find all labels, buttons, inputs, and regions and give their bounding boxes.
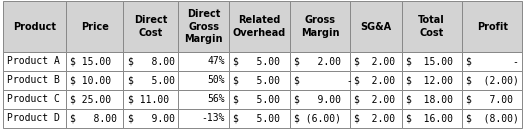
Bar: [290, 109, 350, 128]
Text: $  2.00: $ 2.00: [354, 113, 395, 123]
Bar: [3, 90, 66, 109]
Bar: [123, 52, 178, 71]
Text: $  18.00: $ 18.00: [406, 94, 453, 104]
Text: Product C: Product C: [7, 94, 60, 104]
Bar: [290, 90, 350, 109]
Text: $   5.00: $ 5.00: [234, 113, 280, 123]
Text: $ 15.00: $ 15.00: [70, 56, 111, 66]
Bar: [350, 1, 402, 52]
Text: -13%: -13%: [202, 113, 225, 123]
Text: $  (2.00): $ (2.00): [466, 75, 519, 85]
Bar: [66, 109, 123, 128]
Bar: [3, 1, 66, 52]
Bar: [3, 71, 66, 90]
Bar: [123, 90, 178, 109]
Bar: [290, 52, 350, 71]
Bar: [290, 71, 350, 90]
Bar: [123, 1, 178, 52]
Text: Product: Product: [13, 22, 56, 32]
Text: $   9.00: $ 9.00: [128, 113, 175, 123]
Text: $  15.00: $ 15.00: [406, 56, 453, 66]
Text: $   8.00: $ 8.00: [70, 113, 117, 123]
Bar: [462, 90, 522, 109]
Bar: [402, 109, 462, 128]
Bar: [462, 71, 522, 90]
Text: $  2.00: $ 2.00: [354, 94, 395, 104]
Text: 50%: 50%: [207, 75, 225, 85]
Text: $   5.00: $ 5.00: [234, 75, 280, 85]
Text: $  2.00: $ 2.00: [354, 75, 395, 85]
Bar: [350, 90, 402, 109]
Text: Related
Overhead: Related Overhead: [233, 15, 286, 38]
Text: $   7.00: $ 7.00: [466, 94, 513, 104]
Text: $   2.00: $ 2.00: [294, 56, 341, 66]
Bar: [123, 71, 178, 90]
Text: 56%: 56%: [207, 94, 225, 104]
Text: $   9.00: $ 9.00: [294, 94, 341, 104]
Text: $ 11.00: $ 11.00: [128, 94, 169, 104]
Text: Product B: Product B: [7, 75, 60, 85]
Bar: [178, 1, 229, 52]
Text: $   5.00: $ 5.00: [234, 94, 280, 104]
Text: SG&A: SG&A: [360, 22, 391, 32]
Bar: [229, 90, 290, 109]
Text: $   5.00: $ 5.00: [234, 56, 280, 66]
Text: Profit: Profit: [477, 22, 508, 32]
Text: $   5.00: $ 5.00: [128, 75, 175, 85]
Bar: [402, 90, 462, 109]
Bar: [350, 71, 402, 90]
Text: Total
Cost: Total Cost: [418, 15, 445, 38]
Bar: [229, 1, 290, 52]
Bar: [178, 52, 229, 71]
Text: Direct
Gross
Margin: Direct Gross Margin: [184, 9, 223, 44]
Text: Price: Price: [81, 22, 109, 32]
Bar: [350, 109, 402, 128]
Bar: [3, 52, 66, 71]
Text: $ 10.00: $ 10.00: [70, 75, 111, 85]
Text: $  12.00: $ 12.00: [406, 75, 453, 85]
Bar: [402, 52, 462, 71]
Bar: [290, 1, 350, 52]
Bar: [3, 109, 66, 128]
Text: 47%: 47%: [207, 56, 225, 66]
Text: $  (8.00): $ (8.00): [466, 113, 519, 123]
Bar: [66, 1, 123, 52]
Text: Direct
Cost: Direct Cost: [134, 15, 167, 38]
Text: $  2.00: $ 2.00: [354, 56, 395, 66]
Text: Product A: Product A: [7, 56, 60, 66]
Bar: [229, 109, 290, 128]
Text: Gross
Margin: Gross Margin: [301, 15, 339, 38]
Bar: [462, 109, 522, 128]
Bar: [123, 109, 178, 128]
Text: $ 25.00: $ 25.00: [70, 94, 111, 104]
Text: $ (6.00): $ (6.00): [294, 113, 341, 123]
Bar: [402, 71, 462, 90]
Bar: [66, 52, 123, 71]
Bar: [66, 90, 123, 109]
Bar: [462, 1, 522, 52]
Text: $        -: $ -: [294, 75, 353, 85]
Bar: [350, 52, 402, 71]
Bar: [462, 52, 522, 71]
Bar: [178, 109, 229, 128]
Text: $   8.00: $ 8.00: [128, 56, 175, 66]
Bar: [229, 52, 290, 71]
Bar: [178, 90, 229, 109]
Bar: [402, 1, 462, 52]
Bar: [229, 71, 290, 90]
Text: $  16.00: $ 16.00: [406, 113, 453, 123]
Text: $       -: $ -: [466, 56, 519, 66]
Text: Product D: Product D: [7, 113, 60, 123]
Bar: [178, 71, 229, 90]
Bar: [66, 71, 123, 90]
